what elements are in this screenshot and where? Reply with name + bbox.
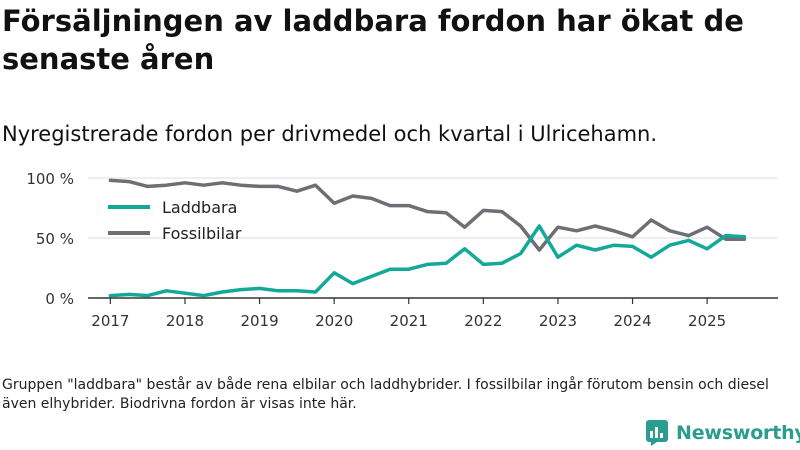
series-line-laddbara <box>108 224 747 298</box>
x-tick-label: 2024 <box>613 312 651 330</box>
x-tick-label: 2021 <box>390 312 428 330</box>
line-chart: 0 % 50 % 100 % 2017 2018 2019 2020 2021 2022 202… <box>26 170 778 330</box>
x-tick-label: 2019 <box>240 312 278 330</box>
footnote: Gruppen "laddbara" består av både rena e… <box>2 377 769 412</box>
chart-subtitle: Nyregistrerade fordon per drivmedel och … <box>2 122 658 146</box>
series-line-fossilbilar <box>108 178 747 252</box>
x-tick-label: 2023 <box>539 312 577 330</box>
y-tick-label: 100 % <box>26 170 74 188</box>
x-tick-label: 2018 <box>166 312 204 330</box>
x-tick-label: 2022 <box>464 312 502 330</box>
legend-label-fossilbilar: Fossilbilar <box>162 224 242 243</box>
x-tick-label: 2017 <box>91 312 129 330</box>
brand-name: Newsworthy <box>676 422 800 444</box>
gridlines: 0 % 50 % 100 % <box>26 170 778 308</box>
legend-label-laddbara: Laddbara <box>162 198 237 217</box>
chart-title: Försäljningen av laddbara fordon har öka… <box>2 4 744 76</box>
series-lines <box>108 178 747 298</box>
x-tick-label: 2020 <box>315 312 353 330</box>
y-tick-label: 50 % <box>36 230 74 248</box>
y-tick-label: 0 % <box>45 290 74 308</box>
x-axis: 2017 2018 2019 2020 2021 2022 2023 2024 2025 <box>88 297 778 330</box>
bar-chart-icon <box>646 420 668 446</box>
x-tick-label: 2025 <box>688 312 726 330</box>
brand-logo[interactable]: Newsworthy <box>644 420 800 446</box>
legend: Laddbara Fossilbilar <box>108 198 242 243</box>
